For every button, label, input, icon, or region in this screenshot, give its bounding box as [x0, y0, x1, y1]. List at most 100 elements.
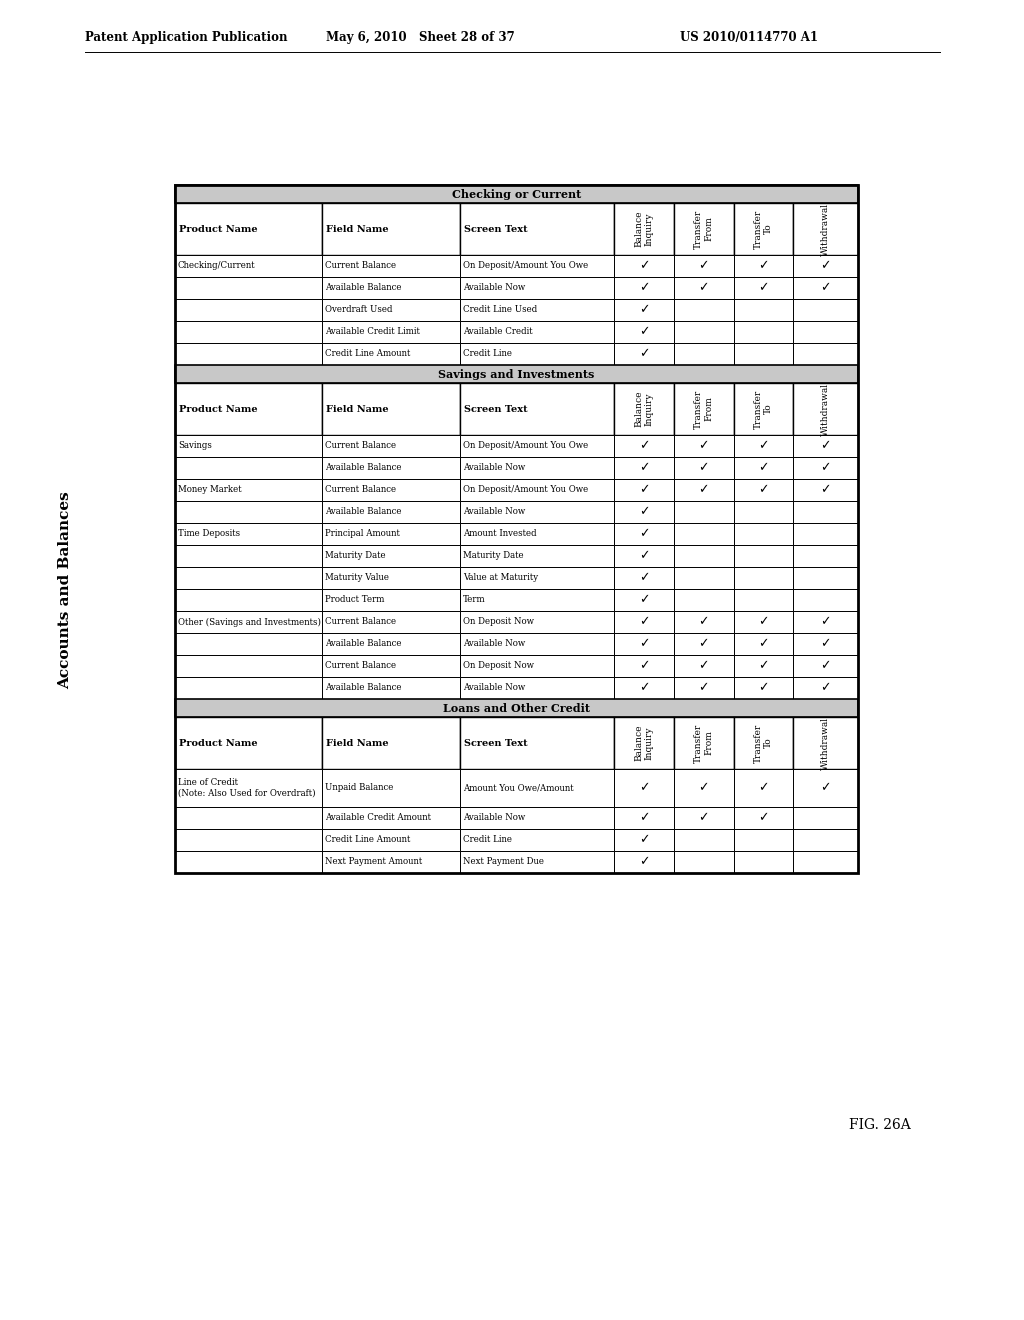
Text: Current Balance: Current Balance — [326, 618, 396, 627]
Bar — [175, 277, 323, 300]
Text: Available Credit: Available Credit — [463, 327, 532, 337]
Bar — [460, 255, 614, 277]
Text: ✓: ✓ — [758, 281, 769, 294]
Text: ✓: ✓ — [639, 812, 649, 825]
Bar — [674, 568, 733, 589]
Bar — [614, 502, 674, 523]
Text: Screen Text: Screen Text — [464, 738, 527, 747]
Text: Available Now: Available Now — [463, 813, 525, 822]
Bar — [614, 568, 674, 589]
Bar — [175, 185, 858, 203]
Bar — [733, 611, 794, 634]
Bar — [674, 502, 733, 523]
Bar — [323, 255, 460, 277]
Text: Savings: Savings — [178, 441, 212, 450]
Bar — [674, 321, 733, 343]
Bar — [794, 436, 858, 457]
Text: ✓: ✓ — [698, 483, 709, 496]
Bar — [175, 829, 323, 851]
Bar — [733, 502, 794, 523]
Text: ✓: ✓ — [698, 462, 709, 474]
Text: Available Balance: Available Balance — [326, 463, 401, 473]
Bar — [733, 457, 794, 479]
Bar — [323, 502, 460, 523]
Bar — [733, 277, 794, 300]
Bar — [175, 502, 323, 523]
Bar — [614, 255, 674, 277]
Text: FIG. 26A: FIG. 26A — [849, 1118, 911, 1133]
Bar — [674, 829, 733, 851]
Text: Product Name: Product Name — [179, 738, 258, 747]
Bar — [674, 611, 733, 634]
Text: Value at Maturity: Value at Maturity — [463, 573, 538, 582]
Text: Available Now: Available Now — [463, 639, 525, 648]
Text: ✓: ✓ — [820, 260, 830, 272]
Bar — [674, 479, 733, 502]
Bar — [674, 717, 733, 770]
Bar — [323, 829, 460, 851]
Bar — [175, 383, 323, 436]
Text: ✓: ✓ — [698, 681, 709, 694]
Bar — [175, 300, 323, 321]
Text: Maturity Date: Maturity Date — [326, 552, 386, 561]
Text: Credit Line: Credit Line — [463, 350, 512, 359]
Text: ✓: ✓ — [758, 812, 769, 825]
Bar — [614, 655, 674, 677]
Bar — [175, 851, 323, 873]
Text: Other (Savings and Investments): Other (Savings and Investments) — [178, 618, 321, 627]
Bar — [460, 203, 614, 255]
Text: ✓: ✓ — [639, 572, 649, 585]
Bar — [614, 545, 674, 568]
Text: US 2010/0114770 A1: US 2010/0114770 A1 — [680, 30, 818, 44]
Bar — [460, 611, 614, 634]
Bar — [175, 255, 323, 277]
Bar — [674, 770, 733, 807]
Text: ✓: ✓ — [639, 281, 649, 294]
Bar — [460, 770, 614, 807]
Bar — [614, 634, 674, 655]
Text: Withdrawal: Withdrawal — [821, 202, 830, 256]
Text: ✓: ✓ — [639, 506, 649, 519]
Bar — [323, 545, 460, 568]
Bar — [460, 677, 614, 700]
Text: ✓: ✓ — [639, 483, 649, 496]
Text: ✓: ✓ — [758, 615, 769, 628]
Bar — [460, 717, 614, 770]
Text: ✓: ✓ — [639, 326, 649, 338]
Text: Overdraft Used: Overdraft Used — [326, 305, 393, 314]
Text: Next Payment Amount: Next Payment Amount — [326, 858, 423, 866]
Bar — [175, 321, 323, 343]
Text: Available Balance: Available Balance — [326, 639, 401, 648]
Text: Line of Credit
(Note: Also Used for Overdraft): Line of Credit (Note: Also Used for Over… — [178, 779, 315, 797]
Text: ✓: ✓ — [820, 615, 830, 628]
Text: ✓: ✓ — [639, 304, 649, 317]
Text: ✓: ✓ — [820, 462, 830, 474]
Text: ✓: ✓ — [639, 615, 649, 628]
Bar — [614, 611, 674, 634]
Bar — [323, 677, 460, 700]
Bar — [674, 851, 733, 873]
Text: ✓: ✓ — [698, 781, 709, 795]
Text: Current Balance: Current Balance — [326, 661, 396, 671]
Bar — [733, 589, 794, 611]
Text: ✓: ✓ — [639, 260, 649, 272]
Bar — [733, 717, 794, 770]
Text: On Deposit Now: On Deposit Now — [463, 618, 534, 627]
Bar — [674, 255, 733, 277]
Bar — [794, 634, 858, 655]
Text: Available Balance: Available Balance — [326, 507, 401, 516]
Bar — [323, 343, 460, 366]
Text: On Deposit/Amount You Owe: On Deposit/Amount You Owe — [463, 441, 588, 450]
Bar — [323, 611, 460, 634]
Bar — [323, 807, 460, 829]
Bar — [323, 589, 460, 611]
Bar — [460, 634, 614, 655]
Text: Credit Line Used: Credit Line Used — [463, 305, 537, 314]
Bar — [614, 829, 674, 851]
Text: ✓: ✓ — [820, 483, 830, 496]
Text: Field Name: Field Name — [327, 404, 389, 413]
Text: Patent Application Publication: Patent Application Publication — [85, 30, 288, 44]
Bar — [175, 655, 323, 677]
Bar — [674, 589, 733, 611]
Bar — [794, 523, 858, 545]
